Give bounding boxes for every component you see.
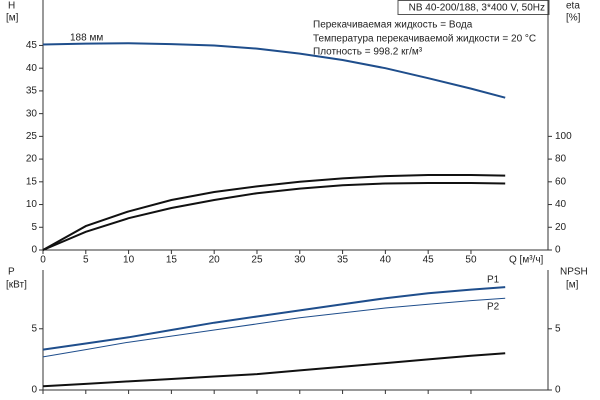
x-tick-label: 40 bbox=[380, 255, 392, 266]
annotation: Перекачиваемая жидкость = Вода bbox=[313, 20, 473, 31]
series-line bbox=[42, 42, 506, 99]
annotation: Температура перекачиваемой жидкости = 20… bbox=[313, 34, 536, 45]
y-tick-label: 45 bbox=[26, 40, 38, 51]
x-tick-label: 15 bbox=[166, 255, 178, 266]
y2-tick-label: 60 bbox=[555, 176, 567, 187]
series-label: P2 bbox=[487, 302, 500, 313]
x-axis-label: Q [м³/ч] bbox=[509, 255, 544, 266]
y2-axis-label: eta bbox=[566, 1, 580, 12]
y2-tick-label: 0 bbox=[555, 385, 561, 396]
series-line bbox=[42, 286, 506, 351]
y-tick-label: 15 bbox=[26, 176, 38, 187]
y-tick-label: 35 bbox=[26, 86, 38, 97]
x-tick-label: 50 bbox=[465, 255, 477, 266]
x-tick-label: 5 bbox=[83, 255, 89, 266]
y-tick-label: 30 bbox=[26, 108, 38, 119]
x-tick-label: 0 bbox=[40, 255, 46, 266]
y-tick-label: 0 bbox=[31, 385, 37, 396]
chart-title: NB 40-200/188, 3*400 V, 50Hz bbox=[409, 3, 545, 14]
y-axis-unit: [м] bbox=[6, 13, 19, 24]
y-tick-label: 5 bbox=[31, 222, 37, 233]
y-tick-label: 0 bbox=[31, 245, 37, 256]
series-line bbox=[42, 174, 506, 251]
title-box bbox=[397, 0, 550, 15]
x-tick-label: 30 bbox=[294, 255, 306, 266]
series-line bbox=[42, 297, 506, 358]
y2-axis-unit: [%] bbox=[566, 13, 581, 24]
x-tick-label: 45 bbox=[423, 255, 435, 266]
annotation: Плотность = 998.2 кг/м³ bbox=[313, 47, 423, 58]
y-tick-label: 25 bbox=[26, 131, 38, 142]
y-tick-label: 40 bbox=[26, 63, 38, 74]
x-tick-label: 10 bbox=[123, 255, 135, 266]
y-tick-label: 10 bbox=[26, 199, 38, 210]
series-line bbox=[42, 182, 506, 251]
y-axis-unit: [кВт] bbox=[6, 280, 27, 291]
y2-tick-label: 80 bbox=[555, 154, 567, 165]
y-axis-label: P bbox=[8, 267, 15, 278]
series-label: 188 мм bbox=[70, 33, 103, 44]
y2-axis-label: NPSH bbox=[560, 267, 588, 278]
series-line bbox=[42, 352, 506, 388]
y2-tick-label: 0 bbox=[555, 245, 561, 256]
y-axis-label: H bbox=[8, 1, 15, 12]
x-tick-label: 25 bbox=[251, 255, 263, 266]
series-label: P1 bbox=[487, 275, 500, 286]
y2-tick-label: 100 bbox=[555, 131, 572, 142]
x-tick-label: 35 bbox=[337, 255, 349, 266]
y2-tick-label: 40 bbox=[555, 199, 567, 210]
y2-tick-label: 20 bbox=[555, 222, 567, 233]
y2-axis-unit: [м] bbox=[566, 280, 579, 291]
x-tick-label: 20 bbox=[209, 255, 221, 266]
y2-tick-label: 5 bbox=[555, 323, 561, 334]
y-tick-label: 5 bbox=[31, 323, 37, 334]
y-tick-label: 20 bbox=[26, 154, 38, 165]
